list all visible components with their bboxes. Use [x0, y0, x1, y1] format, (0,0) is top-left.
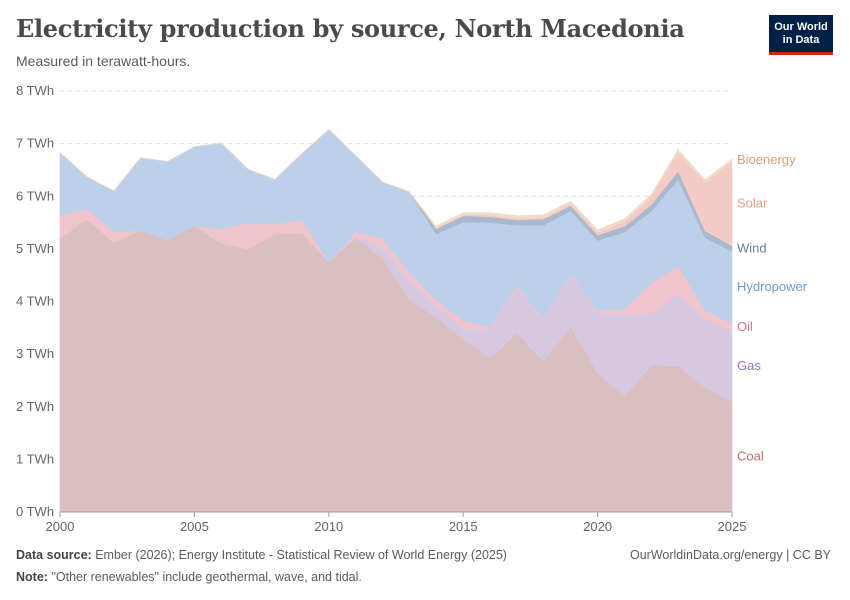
chart-title: Electricity production by source, North …: [16, 14, 685, 43]
y-tick-label: 2 TWh: [16, 399, 54, 414]
source-label: Data source:: [16, 548, 92, 562]
logo-line-1: Our World: [774, 20, 828, 33]
owid-logo[interactable]: Our World in Data: [769, 15, 833, 55]
source-line: Data source: Ember (2026); Energy Instit…: [16, 548, 507, 562]
source-text[interactable]: Ember (2026); Energy Institute - Statist…: [95, 548, 507, 562]
series-label-coal[interactable]: Coal: [737, 449, 764, 464]
y-tick-label: 4 TWh: [16, 294, 54, 309]
y-tick-label: 0 TWh: [16, 504, 54, 519]
y-tick-label: 1 TWh: [16, 451, 54, 466]
chart-areas: [59, 128, 733, 513]
note-text: "Other renewables" include geothermal, w…: [51, 570, 362, 584]
y-axis: 0 TWh 1 TWh 2 TWh 3 TWh 4 TWh 5 TWh 6 TWh 7 TWh…: [16, 83, 54, 519]
series-label-hydropower[interactable]: Hydropower: [737, 279, 808, 294]
chart-subtitle: Measured in terawatt-hours.: [16, 53, 191, 69]
y-tick-label: 6 TWh: [16, 188, 54, 203]
note-line: Note: "Other renewables" include geother…: [16, 570, 362, 584]
x-tick-label: 2015: [449, 519, 478, 534]
series-label-oil[interactable]: Oil: [737, 319, 753, 334]
note-label: Note:: [16, 570, 48, 584]
series-label-bioenergy[interactable]: Bioenergy: [737, 152, 796, 167]
series-label-solar[interactable]: Solar: [737, 196, 768, 211]
series-labels: Bioenergy Solar Wind Hydropower Oil Gas Coal: [737, 152, 808, 464]
x-tick-label: 2025: [718, 519, 747, 534]
x-tick-label: 2020: [583, 519, 612, 534]
series-label-gas[interactable]: Gas: [737, 358, 761, 373]
y-tick-label: 5 TWh: [16, 241, 54, 256]
y-tick-label: 8 TWh: [16, 83, 54, 98]
area-bioenergy[interactable]: [59, 128, 733, 233]
credit-link[interactable]: OurWorldinData.org/energy | CC BY: [629, 548, 831, 562]
x-axis: 2000 2005 2010 2015 2020 2025: [46, 511, 747, 534]
x-tick-label: 2010: [314, 519, 343, 534]
x-tick-label: 2000: [46, 519, 75, 534]
series-label-wind[interactable]: Wind: [737, 240, 767, 255]
y-tick-label: 3 TWh: [16, 346, 54, 361]
y-tick-label: 7 TWh: [16, 136, 54, 151]
x-tick-label: 2005: [180, 519, 209, 534]
logo-line-2: in Data: [782, 33, 820, 46]
